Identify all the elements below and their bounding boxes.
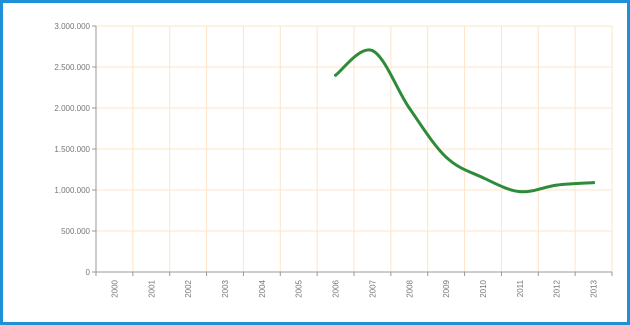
x-tick-label: 2009 [442,279,451,297]
x-tick-label: 2001 [147,279,156,297]
x-tick-label: 2005 [295,279,304,297]
y-tick-label: 0 [86,268,91,277]
data-point [407,106,411,110]
data-point [481,176,485,180]
data-point [444,155,448,159]
y-tick-label: 2.500.000 [54,63,90,72]
x-tick-label: 2006 [332,279,341,297]
x-tick-label: 2011 [516,279,525,297]
y-tick-label: 500.000 [61,227,90,236]
x-tick-label: 2007 [368,279,377,297]
data-point [334,73,338,77]
grid-lines [96,25,613,272]
axes [92,25,613,276]
y-tick-label: 2.000.000 [54,104,90,113]
data-point [592,181,596,185]
x-tick-label: 2008 [405,279,414,297]
x-tick-label: 2012 [553,279,562,297]
x-tick-label: 2002 [184,279,193,297]
y-tick-label: 1.500.000 [54,145,90,154]
y-axis-tick-labels: 3.000.000 2.500.000 2.000.000 1.500.000 1.00… [54,22,90,277]
x-tick-label: 2000 [110,279,119,297]
x-axis-tick-labels: 2000 2001 2002 2003 2004 2005 2006 2007 2008 2009… [110,279,598,297]
series-line [334,48,596,194]
data-point [370,49,374,53]
x-tick-label: 2003 [221,279,230,297]
data-point [518,190,522,194]
y-tick-label: 3.000.000 [54,22,90,31]
x-tick-label: 2010 [479,279,488,297]
series-group [334,48,596,194]
data-point [555,183,559,187]
y-tick-label: 1.000.000 [54,186,90,195]
x-tick-label: 2013 [590,279,599,297]
x-tick-label: 2004 [258,279,267,297]
